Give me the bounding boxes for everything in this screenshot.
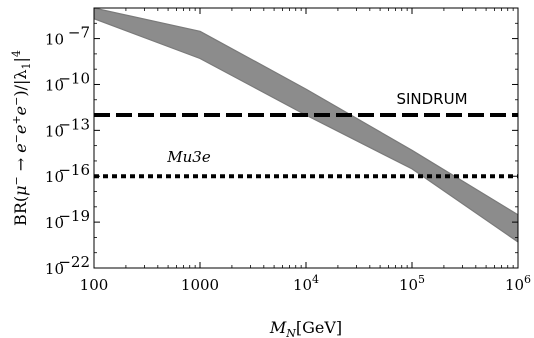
y-tick-label-1: 10 xyxy=(45,31,64,49)
y-tick-exponent-5: −19 xyxy=(58,207,90,225)
y-tick-label-5: 10 xyxy=(45,214,64,232)
reference-label-1: SINDRUM xyxy=(396,90,467,108)
y-tick-exponent-2: −10 xyxy=(58,69,90,87)
plot-frame xyxy=(93,7,519,269)
y-tick-label-2: 10 xyxy=(45,76,64,94)
x-axis-title: MN[GeV] xyxy=(269,318,342,338)
x-tick-label-1: 100 xyxy=(80,276,109,294)
y-axis-title: BR(μ− → e−e+e−)/|λ1|4 xyxy=(10,50,33,226)
reference-label-2: Mu3e xyxy=(166,148,211,166)
y-tick-exponent-1: −7 xyxy=(68,24,90,42)
x-tick-label-2: 1000 xyxy=(181,276,219,294)
y-tick-label-3: 10 xyxy=(45,122,64,140)
y-tick-exponent-3: −13 xyxy=(58,115,90,133)
y-tick-label-6: 10 xyxy=(45,260,64,278)
x-tick-label-3: 104 xyxy=(293,273,319,294)
y-tick-label-4: 10 xyxy=(45,168,64,186)
x-tick-label-4: 105 xyxy=(399,273,425,294)
scatter-band xyxy=(94,8,518,243)
y-tick-exponent-4: −16 xyxy=(58,161,90,179)
x-tick-label-5: 106 xyxy=(505,273,531,294)
y-tick-exponent-6: −22 xyxy=(58,253,90,271)
